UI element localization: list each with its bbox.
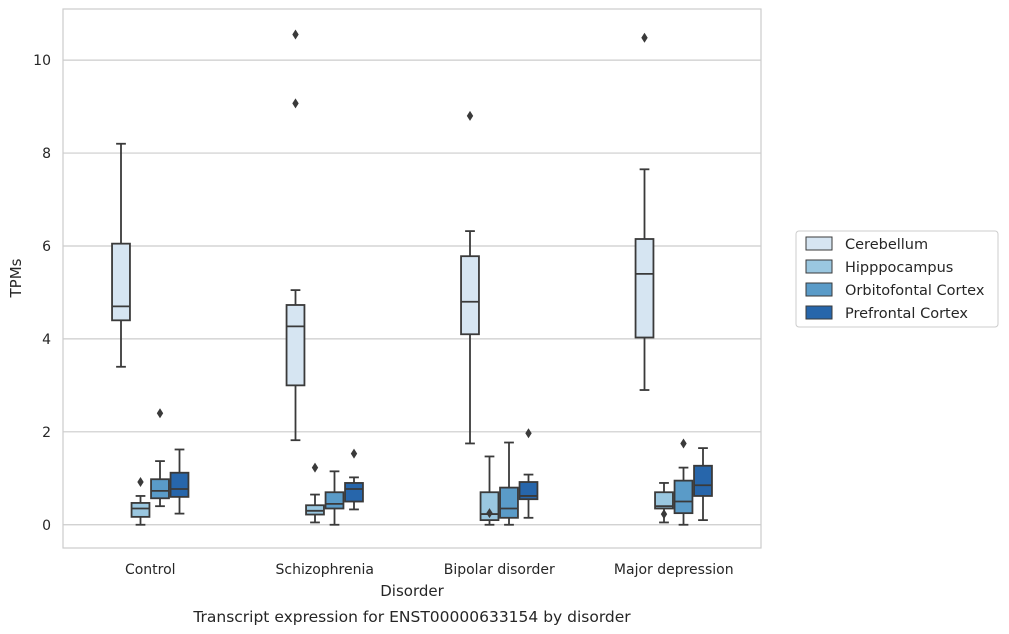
box-iqr bbox=[460, 255, 480, 336]
box-iqr bbox=[324, 491, 345, 510]
box-prefrontal-cortex bbox=[518, 428, 539, 519]
box-iqr bbox=[654, 491, 674, 510]
y-tick-label: 4 bbox=[42, 332, 51, 348]
y-axis-label: TPMs bbox=[7, 258, 25, 298]
box-orbitofontal-cortex bbox=[324, 470, 345, 526]
box-iqr bbox=[479, 491, 500, 522]
box-iqr bbox=[285, 304, 306, 387]
box-iqr bbox=[169, 471, 190, 498]
y-tick-label: 0 bbox=[42, 518, 51, 534]
outlier-point bbox=[292, 98, 299, 109]
x-tick-label: Bipolar disorder bbox=[444, 562, 555, 578]
chart-caption: Transcript expression for ENST0000063315… bbox=[192, 608, 631, 626]
legend-label: Orbitofontal Cortex bbox=[845, 283, 985, 299]
box-iqr bbox=[111, 242, 131, 322]
box-iqr bbox=[634, 238, 655, 339]
x-tick-labels: Control Schizophrenia Bipolar disorder Majo… bbox=[125, 562, 734, 578]
box-iqr bbox=[499, 486, 519, 519]
box-orbitofontal-cortex bbox=[499, 441, 519, 526]
box-orbitofontal-cortex bbox=[673, 438, 694, 526]
box-cerebellum bbox=[285, 29, 306, 442]
plot-frame bbox=[62, 8, 762, 549]
legend-label: Prefrontal Cortex bbox=[845, 306, 968, 322]
box-orbitofontal-cortex bbox=[150, 408, 170, 508]
outlier-point bbox=[466, 110, 474, 121]
boxes-layer bbox=[111, 29, 713, 526]
outlier-point bbox=[525, 428, 532, 439]
legend-swatch bbox=[805, 282, 833, 297]
legend: Cerebellum Hipppocampus Orbitofontal Corte… bbox=[795, 230, 999, 328]
legend-label: Cerebellum bbox=[845, 237, 928, 253]
legend-label: Hipppocampus bbox=[845, 260, 953, 276]
box-iqr bbox=[344, 482, 364, 503]
box-hipppocampus bbox=[654, 482, 674, 524]
x-tick-label: Schizophrenia bbox=[276, 562, 374, 578]
outlier-point bbox=[660, 509, 668, 520]
box-hipppocampus bbox=[479, 455, 500, 526]
box-iqr bbox=[130, 502, 151, 518]
grid-lines bbox=[63, 59, 761, 526]
box-iqr bbox=[673, 479, 694, 515]
x-axis-label: Disorder bbox=[380, 582, 444, 600]
y-tick-label: 8 bbox=[42, 146, 51, 162]
outlier-point bbox=[311, 462, 319, 473]
x-tick-label: Control bbox=[125, 562, 176, 578]
outlier-point bbox=[641, 32, 648, 43]
box-cerebellum bbox=[111, 142, 131, 368]
outlier-point bbox=[350, 448, 358, 459]
box-cerebellum bbox=[460, 110, 480, 445]
box-iqr bbox=[305, 504, 325, 516]
y-tick-labels: 0 2 4 6 8 10 bbox=[33, 53, 51, 534]
outlier-point bbox=[156, 408, 164, 419]
box-iqr bbox=[693, 464, 713, 497]
y-tick-label: 2 bbox=[42, 425, 51, 441]
box-hipppocampus bbox=[305, 462, 325, 524]
y-tick-label: 6 bbox=[42, 239, 51, 255]
box-hipppocampus bbox=[130, 477, 151, 526]
box-prefrontal-cortex bbox=[344, 448, 364, 511]
legend-frame bbox=[795, 230, 999, 328]
box-prefrontal-cortex bbox=[693, 447, 713, 522]
box-iqr bbox=[150, 478, 170, 500]
outlier-point bbox=[137, 477, 144, 488]
legend-swatch bbox=[805, 236, 833, 251]
box-prefrontal-cortex bbox=[169, 448, 190, 515]
x-tick-label: Major depression bbox=[614, 562, 734, 578]
legend-items: Cerebellum Hipppocampus Orbitofontal Corte… bbox=[805, 236, 985, 322]
y-tick-label: 10 bbox=[33, 53, 51, 69]
legend-swatch bbox=[805, 259, 833, 274]
outlier-point bbox=[486, 508, 493, 519]
outlier-point bbox=[292, 29, 299, 40]
outlier-point bbox=[680, 438, 687, 449]
legend-swatch bbox=[805, 305, 833, 320]
box-iqr bbox=[518, 481, 539, 501]
box-cerebellum bbox=[634, 32, 655, 391]
